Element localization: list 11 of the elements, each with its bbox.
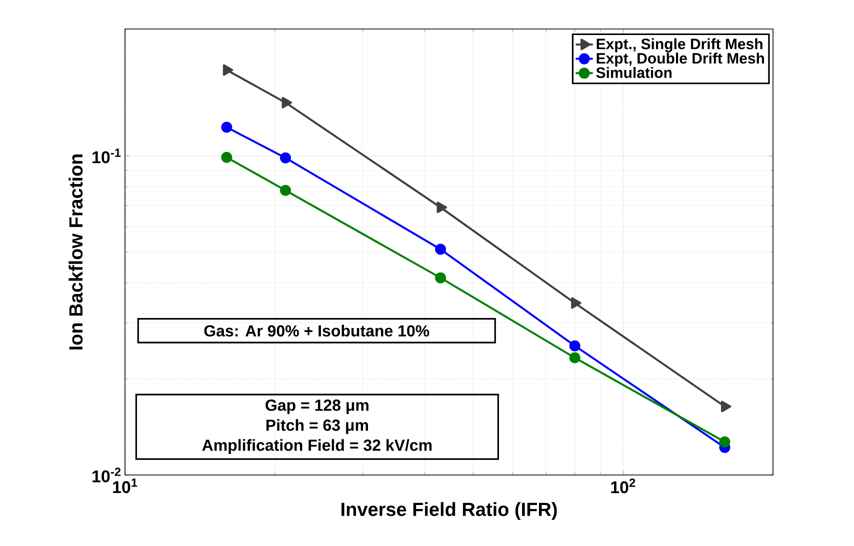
x-axis-title: Inverse Field Ratio (IFR) <box>342 502 557 520</box>
legend-label: Expt., Single Drift Mesh <box>596 38 762 52</box>
y-axis-title: Ion Backflow Fraction <box>68 154 83 350</box>
y-tick-label: 10$^{-1}$ <box>92 148 121 164</box>
annotation: Gap = 128 μm <box>266 400 368 414</box>
x-tick-label: 10$^{2}$ <box>611 478 636 494</box>
annotation: Amplification Field = 32 kV/cm <box>202 439 432 454</box>
annotation: Pitch = 63 μm <box>266 419 368 434</box>
legend-label: Simulation <box>596 66 672 78</box>
annotation: Gas: Ar 90% + Isobutane 10% <box>204 324 430 337</box>
legend-label: Expt, Double Drift Mesh <box>596 52 764 67</box>
